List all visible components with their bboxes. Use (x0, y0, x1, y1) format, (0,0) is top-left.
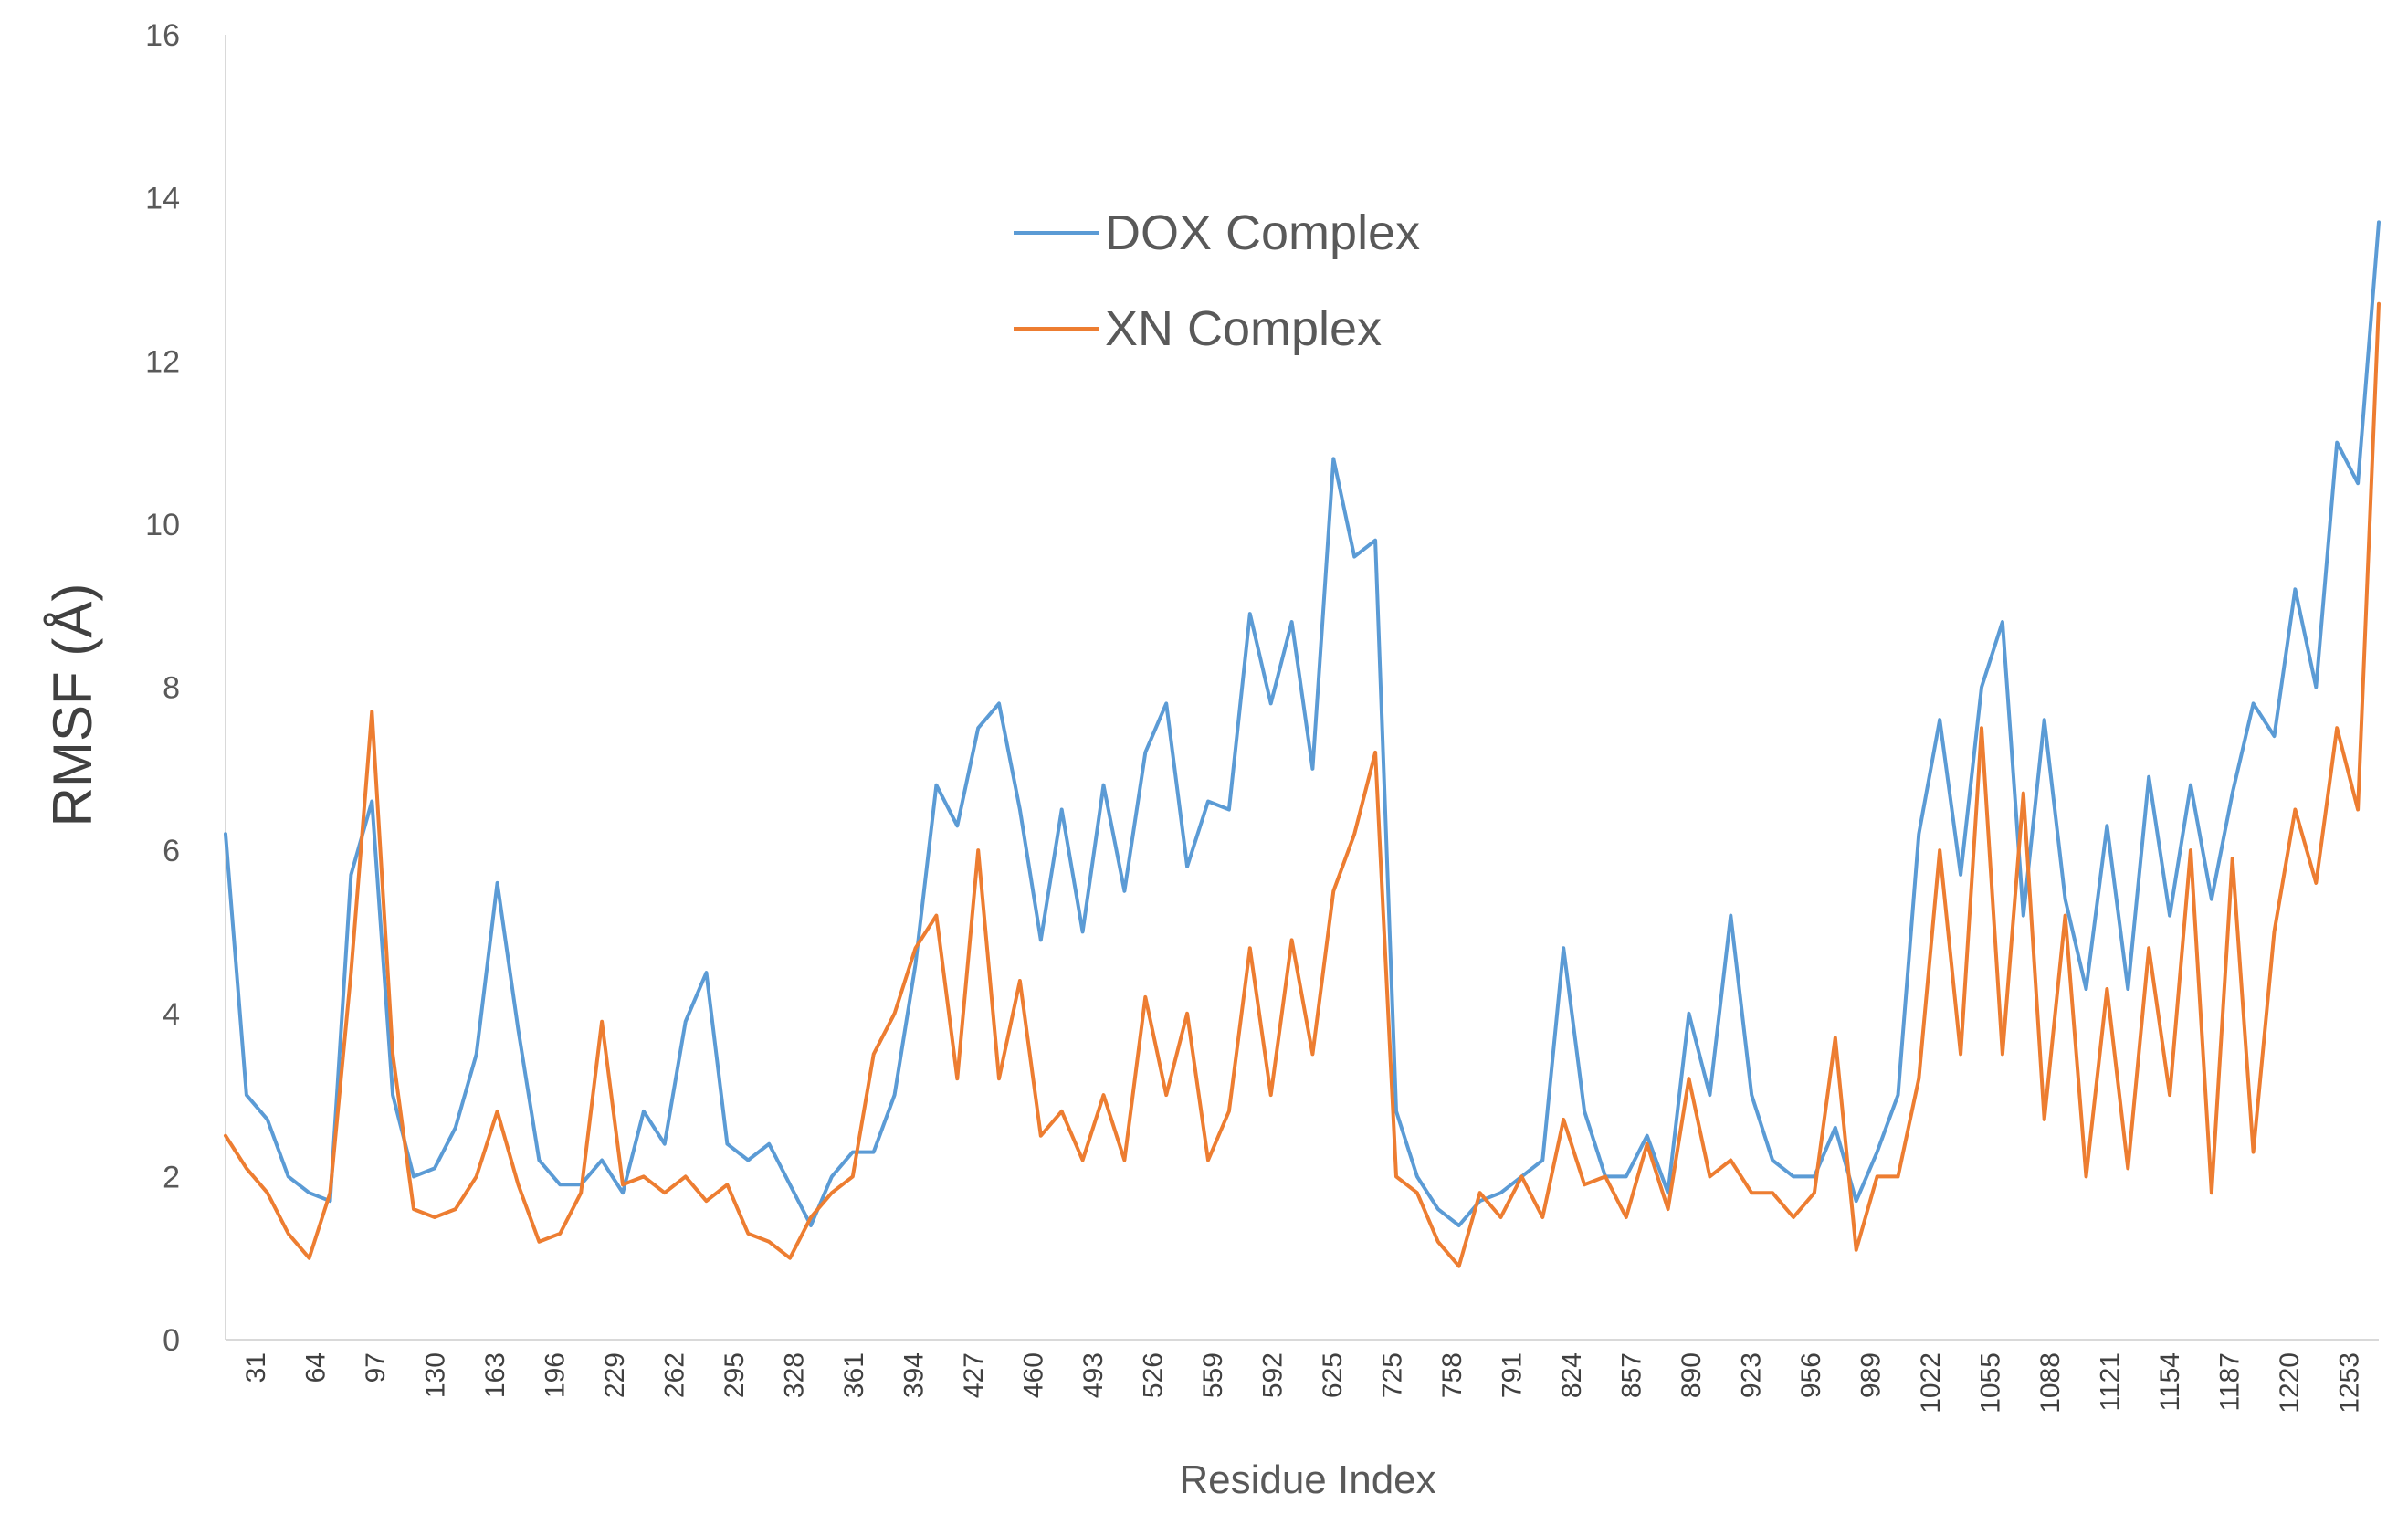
y-tick-label: 14 (145, 182, 180, 216)
series-line-dox-complex (224, 220, 2381, 1227)
x-tick-label: 857 (1616, 1352, 1646, 1398)
x-tick-label: 592 (1257, 1352, 1288, 1398)
x-tick-label: 890 (1677, 1352, 1707, 1398)
x-tick-label: 31 (241, 1352, 271, 1383)
x-tick-label: 956 (1796, 1352, 1826, 1398)
x-tick-label: 559 (1198, 1352, 1228, 1398)
x-tick-label: 262 (659, 1352, 689, 1398)
x-tick-label: 526 (1138, 1352, 1168, 1398)
x-tick-label: 989 (1856, 1352, 1886, 1398)
x-tick-label: 328 (779, 1352, 809, 1398)
series-layer (224, 220, 2381, 1268)
y-axis: 0 2 4 6 8 10 12 14 16 (145, 18, 226, 1358)
x-tick-label: 493 (1078, 1352, 1109, 1398)
x-tick-label: 163 (480, 1352, 510, 1398)
y-tick-label: 8 (163, 671, 180, 706)
x-tick-label: 1253 (2334, 1352, 2364, 1414)
x-axis: 31 64 97 130 163 196 229 262 295 328 361 394 427 460 4… (226, 1339, 2379, 1414)
y-tick-label: 16 (145, 18, 180, 53)
x-tick-label: 64 (300, 1352, 331, 1383)
x-tick-label: 460 (1018, 1352, 1048, 1398)
x-tick-label: 1220 (2275, 1352, 2305, 1414)
x-tick-label: 130 (420, 1352, 450, 1398)
y-tick-label: 0 (163, 1323, 180, 1358)
x-tick-label: 625 (1318, 1352, 1348, 1398)
y-tick-label: 12 (145, 344, 180, 379)
x-tick-label: 923 (1736, 1352, 1766, 1398)
x-tick-label: 229 (600, 1352, 630, 1398)
y-tick-label: 10 (145, 508, 180, 542)
x-tick-label: 394 (899, 1352, 929, 1398)
x-tick-label: 1055 (1975, 1352, 2005, 1414)
series-line-xn-complex (224, 301, 2381, 1268)
x-tick-label: 1187 (2214, 1352, 2245, 1412)
x-tick-label: 1088 (2035, 1352, 2066, 1414)
legend-label-dox-complex: DOX Complex (1105, 205, 1420, 260)
x-tick-label: 361 (839, 1352, 869, 1398)
y-tick-label: 6 (163, 834, 180, 868)
y-axis-title: RMSF (Å) (42, 584, 103, 827)
x-axis-title: Residue Index (1179, 1457, 1435, 1502)
x-tick-label: 824 (1557, 1352, 1587, 1398)
x-tick-label: 1022 (1916, 1352, 1946, 1414)
x-tick-label: 196 (540, 1352, 570, 1398)
x-tick-label: 1154 (2155, 1352, 2185, 1412)
x-tick-label: 725 (1377, 1352, 1407, 1398)
x-tick-label: 758 (1437, 1352, 1467, 1398)
x-tick-label: 295 (720, 1352, 750, 1398)
y-tick-label: 2 (163, 1160, 180, 1194)
legend: DOX Complex XN Complex (1014, 205, 1420, 356)
legend-label-xn-complex: XN Complex (1105, 301, 1382, 356)
x-tick-label: 427 (959, 1352, 989, 1398)
x-tick-label: 791 (1497, 1352, 1527, 1398)
x-tick-label: 97 (361, 1352, 391, 1383)
y-tick-label: 4 (163, 997, 180, 1032)
x-tick-label: 1121 (2095, 1352, 2125, 1412)
